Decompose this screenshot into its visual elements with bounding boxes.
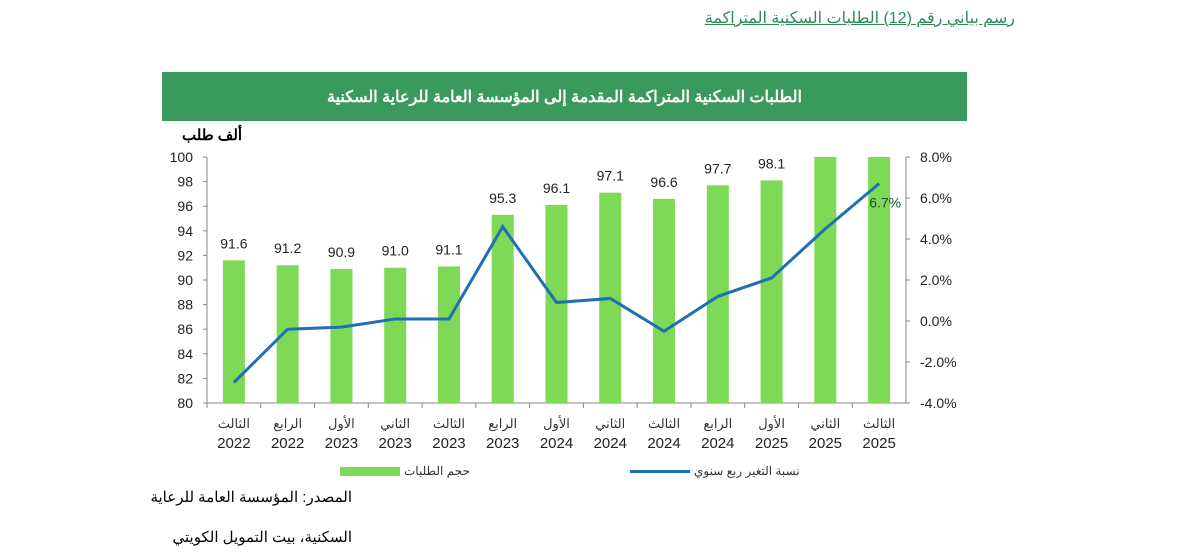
x-tick-label-year: 2024	[540, 435, 573, 452]
x-tick-label-year: 2023	[432, 435, 465, 452]
y2-tick-label: 8.0%	[920, 149, 952, 165]
bar	[222, 260, 245, 403]
y2-tick-label: 4.0%	[920, 231, 952, 247]
x-tick-label-quarter: الثالث	[433, 416, 465, 431]
x-tick-label-quarter: الأول	[758, 415, 785, 432]
x-tick-label-quarter: الثالث	[218, 416, 250, 431]
x-tick-label-year: 2025	[755, 435, 788, 452]
y-tick-label: 98	[177, 174, 193, 190]
y-tick-label: 92	[177, 247, 193, 263]
bar-data-label: 91.0	[382, 243, 409, 259]
x-tick-label-year: 2024	[647, 435, 680, 452]
bar	[437, 266, 460, 403]
legend-bar-swatch	[340, 466, 400, 476]
x-tick-label-quarter: الثالث	[648, 416, 680, 431]
y2-tick-label: -4.0%	[920, 395, 957, 411]
x-tick-label-quarter: الأول	[543, 415, 570, 432]
y-tick-label: 94	[177, 223, 193, 239]
y2-tick-label: 0.0%	[920, 313, 952, 329]
y-tick-label: 86	[177, 321, 193, 337]
y2-tick-label: 6.0%	[920, 190, 952, 206]
bar	[653, 198, 676, 403]
figure-caption: رسم بياني رقم (12) الطلبات السكنية المتر…	[704, 10, 1015, 27]
bar-data-label: 91.6	[220, 235, 247, 251]
x-tick-label-quarter: الثاني	[595, 416, 625, 431]
y-tick-label: 100	[170, 149, 194, 165]
bar	[330, 268, 353, 403]
y-tick-label: 80	[177, 395, 193, 411]
bar	[814, 157, 837, 403]
bar	[868, 157, 891, 403]
y-tick-label: 96	[177, 198, 193, 214]
x-tick-label-quarter: الثالث	[863, 416, 895, 431]
source-line-1: المصدر: المؤسسة العامة للرعاية	[150, 489, 352, 506]
x-tick-label-quarter: الثاني	[380, 416, 410, 431]
bar	[384, 267, 407, 403]
bar	[491, 214, 514, 403]
legend-bars: حجم الطلبات	[340, 464, 470, 478]
y-tick-label: 88	[177, 297, 193, 313]
x-tick-label-quarter: الرابع	[488, 416, 517, 432]
x-tick-label-quarter: الرابع	[703, 416, 732, 432]
x-tick-label-year: 2024	[701, 435, 734, 452]
x-tick-label-quarter: الثاني	[810, 416, 840, 431]
bar-data-label: 90.9	[328, 244, 355, 260]
bar-data-label: 91.2	[274, 240, 301, 256]
bar	[706, 185, 729, 403]
x-tick-label-year: 2023	[379, 435, 412, 452]
y-tick-label: 82	[177, 370, 193, 386]
bar-data-label: 97.1	[597, 168, 624, 184]
x-tick-label-year: 2025	[809, 435, 842, 452]
y-tick-label: 84	[177, 346, 193, 362]
legend-line-label: نسبة التغير ربع سنوي	[694, 464, 800, 478]
bar	[276, 265, 299, 403]
bar-data-label: 98.1	[758, 155, 785, 171]
bar-data-label: 97.7	[704, 160, 731, 176]
x-tick-label-year: 2024	[594, 435, 627, 452]
y-tick-label: 90	[177, 272, 193, 288]
y2-tick-label: -2.0%	[920, 354, 957, 370]
legend-line-swatch	[630, 469, 690, 473]
x-tick-label-quarter: الرابع	[273, 416, 302, 432]
legend-bars-label: حجم الطلبات	[404, 464, 470, 478]
bar-data-label: 96.1	[543, 180, 570, 196]
bar-data-label: 96.6	[650, 174, 677, 190]
x-tick-label-year: 2022	[217, 435, 250, 452]
x-tick-label-year: 2025	[862, 435, 895, 452]
legend-line: نسبة التغير ربع سنوي	[630, 464, 800, 478]
x-tick-label-year: 2022	[271, 435, 304, 452]
bar-data-label: 91.1	[435, 241, 462, 257]
y-axis-label: ألف طلب	[182, 127, 243, 144]
bar-data-label: 95.3	[489, 190, 516, 206]
chart-title: الطلبات السكنية المتراكمة المقدمة إلى ال…	[162, 72, 967, 121]
x-tick-label-year: 2023	[325, 435, 358, 452]
x-tick-label-year: 2023	[486, 435, 519, 452]
line-data-label: 6.7%	[869, 195, 901, 211]
source-line-2: السكنية، بيت التمويل الكويتي	[172, 529, 352, 546]
bar	[760, 180, 783, 403]
x-tick-label-quarter: الأول	[328, 415, 355, 432]
y2-tick-label: 2.0%	[920, 272, 952, 288]
